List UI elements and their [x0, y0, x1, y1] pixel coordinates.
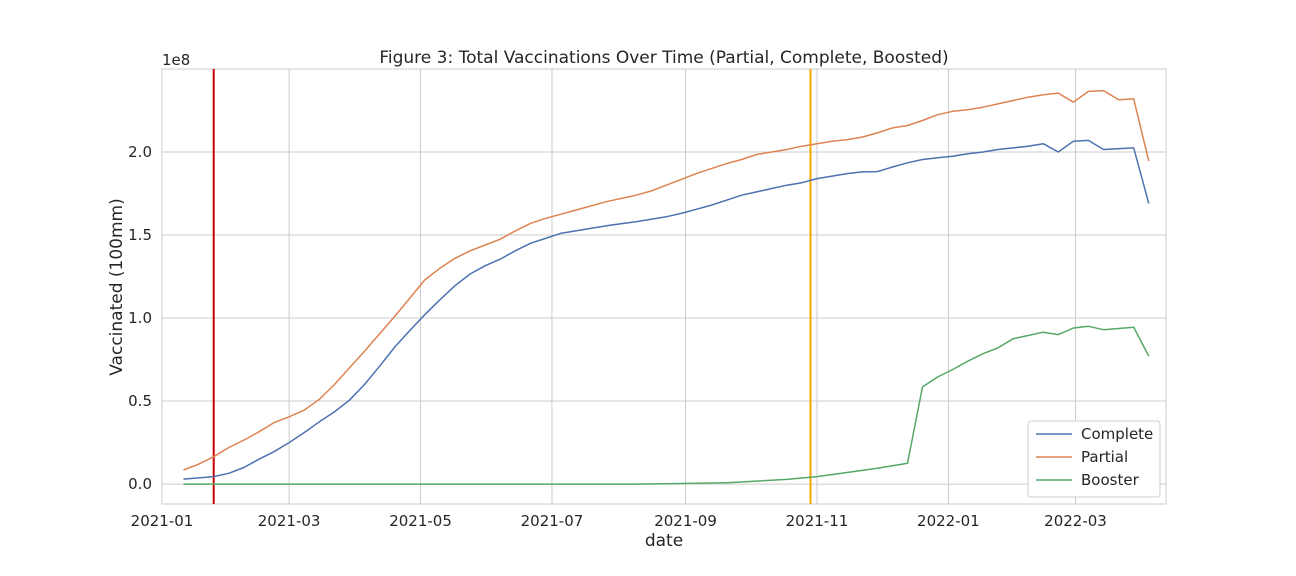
y-axis-ticks: 0.0 0.5 1.0 1.5 2.0 [128, 143, 152, 493]
y-offset-label: 1e8 [162, 51, 190, 69]
legend-label-booster: Booster [1081, 471, 1140, 489]
x-tick-label: 2021-03 [258, 512, 321, 530]
chart-title: Figure 3: Total Vaccinations Over Time (… [379, 48, 948, 68]
plot-area [161, 68, 1167, 505]
x-tick-label: 2022-03 [1044, 512, 1107, 530]
y-tick-label: 1.0 [128, 309, 152, 327]
reference-lines [212, 69, 812, 504]
y-tick-label: 0.0 [128, 475, 152, 493]
legend-label-partial: Partial [1081, 448, 1128, 466]
y-tick-label: 2.0 [128, 143, 152, 161]
x-tick-label: 2021-07 [521, 512, 584, 530]
series-lines [183, 89, 1150, 485]
legend: Complete Partial Booster [1027, 420, 1161, 498]
y-tick-label: 0.5 [128, 392, 152, 410]
x-tick-label: 2021-05 [389, 512, 452, 530]
y-tick-label: 1.5 [128, 226, 152, 244]
legend-label-complete: Complete [1081, 425, 1153, 443]
x-tick-label: 2021-09 [654, 512, 717, 530]
x-tick-label: 2022-01 [917, 512, 980, 530]
series-line-booster [183, 325, 1150, 485]
y-axis-label: Vaccinated (100mm) [107, 198, 127, 376]
x-tick-label: 2021-01 [131, 512, 194, 530]
x-axis-label: date [645, 531, 683, 551]
legend-box [1027, 420, 1161, 498]
series-line-complete [183, 139, 1150, 480]
series-line-partial [183, 89, 1150, 471]
x-axis-ticks: 2021-01 2021-03 2021-05 2021-07 2021-09 2021-… [131, 512, 1107, 530]
x-tick-label: 2021-11 [786, 512, 849, 530]
